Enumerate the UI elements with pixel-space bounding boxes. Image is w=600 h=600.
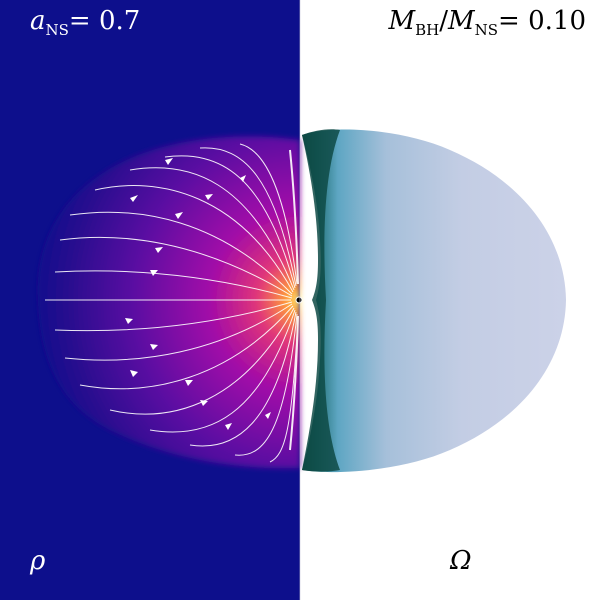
black-hole-marker — [295, 296, 303, 304]
spin-label: aNS= 0.7 — [30, 6, 141, 40]
rho-label: ρ — [30, 546, 46, 576]
mass-ratio-label: MBH/MNS= 0.10 — [388, 6, 586, 40]
streamlines — [44, 143, 299, 463]
omega-blob — [302, 129, 566, 473]
omega-dark-rim — [302, 129, 340, 472]
density-blob — [37, 136, 301, 469]
omega-label: Ω — [450, 546, 472, 576]
streamline-arrowheads — [125, 158, 271, 430]
